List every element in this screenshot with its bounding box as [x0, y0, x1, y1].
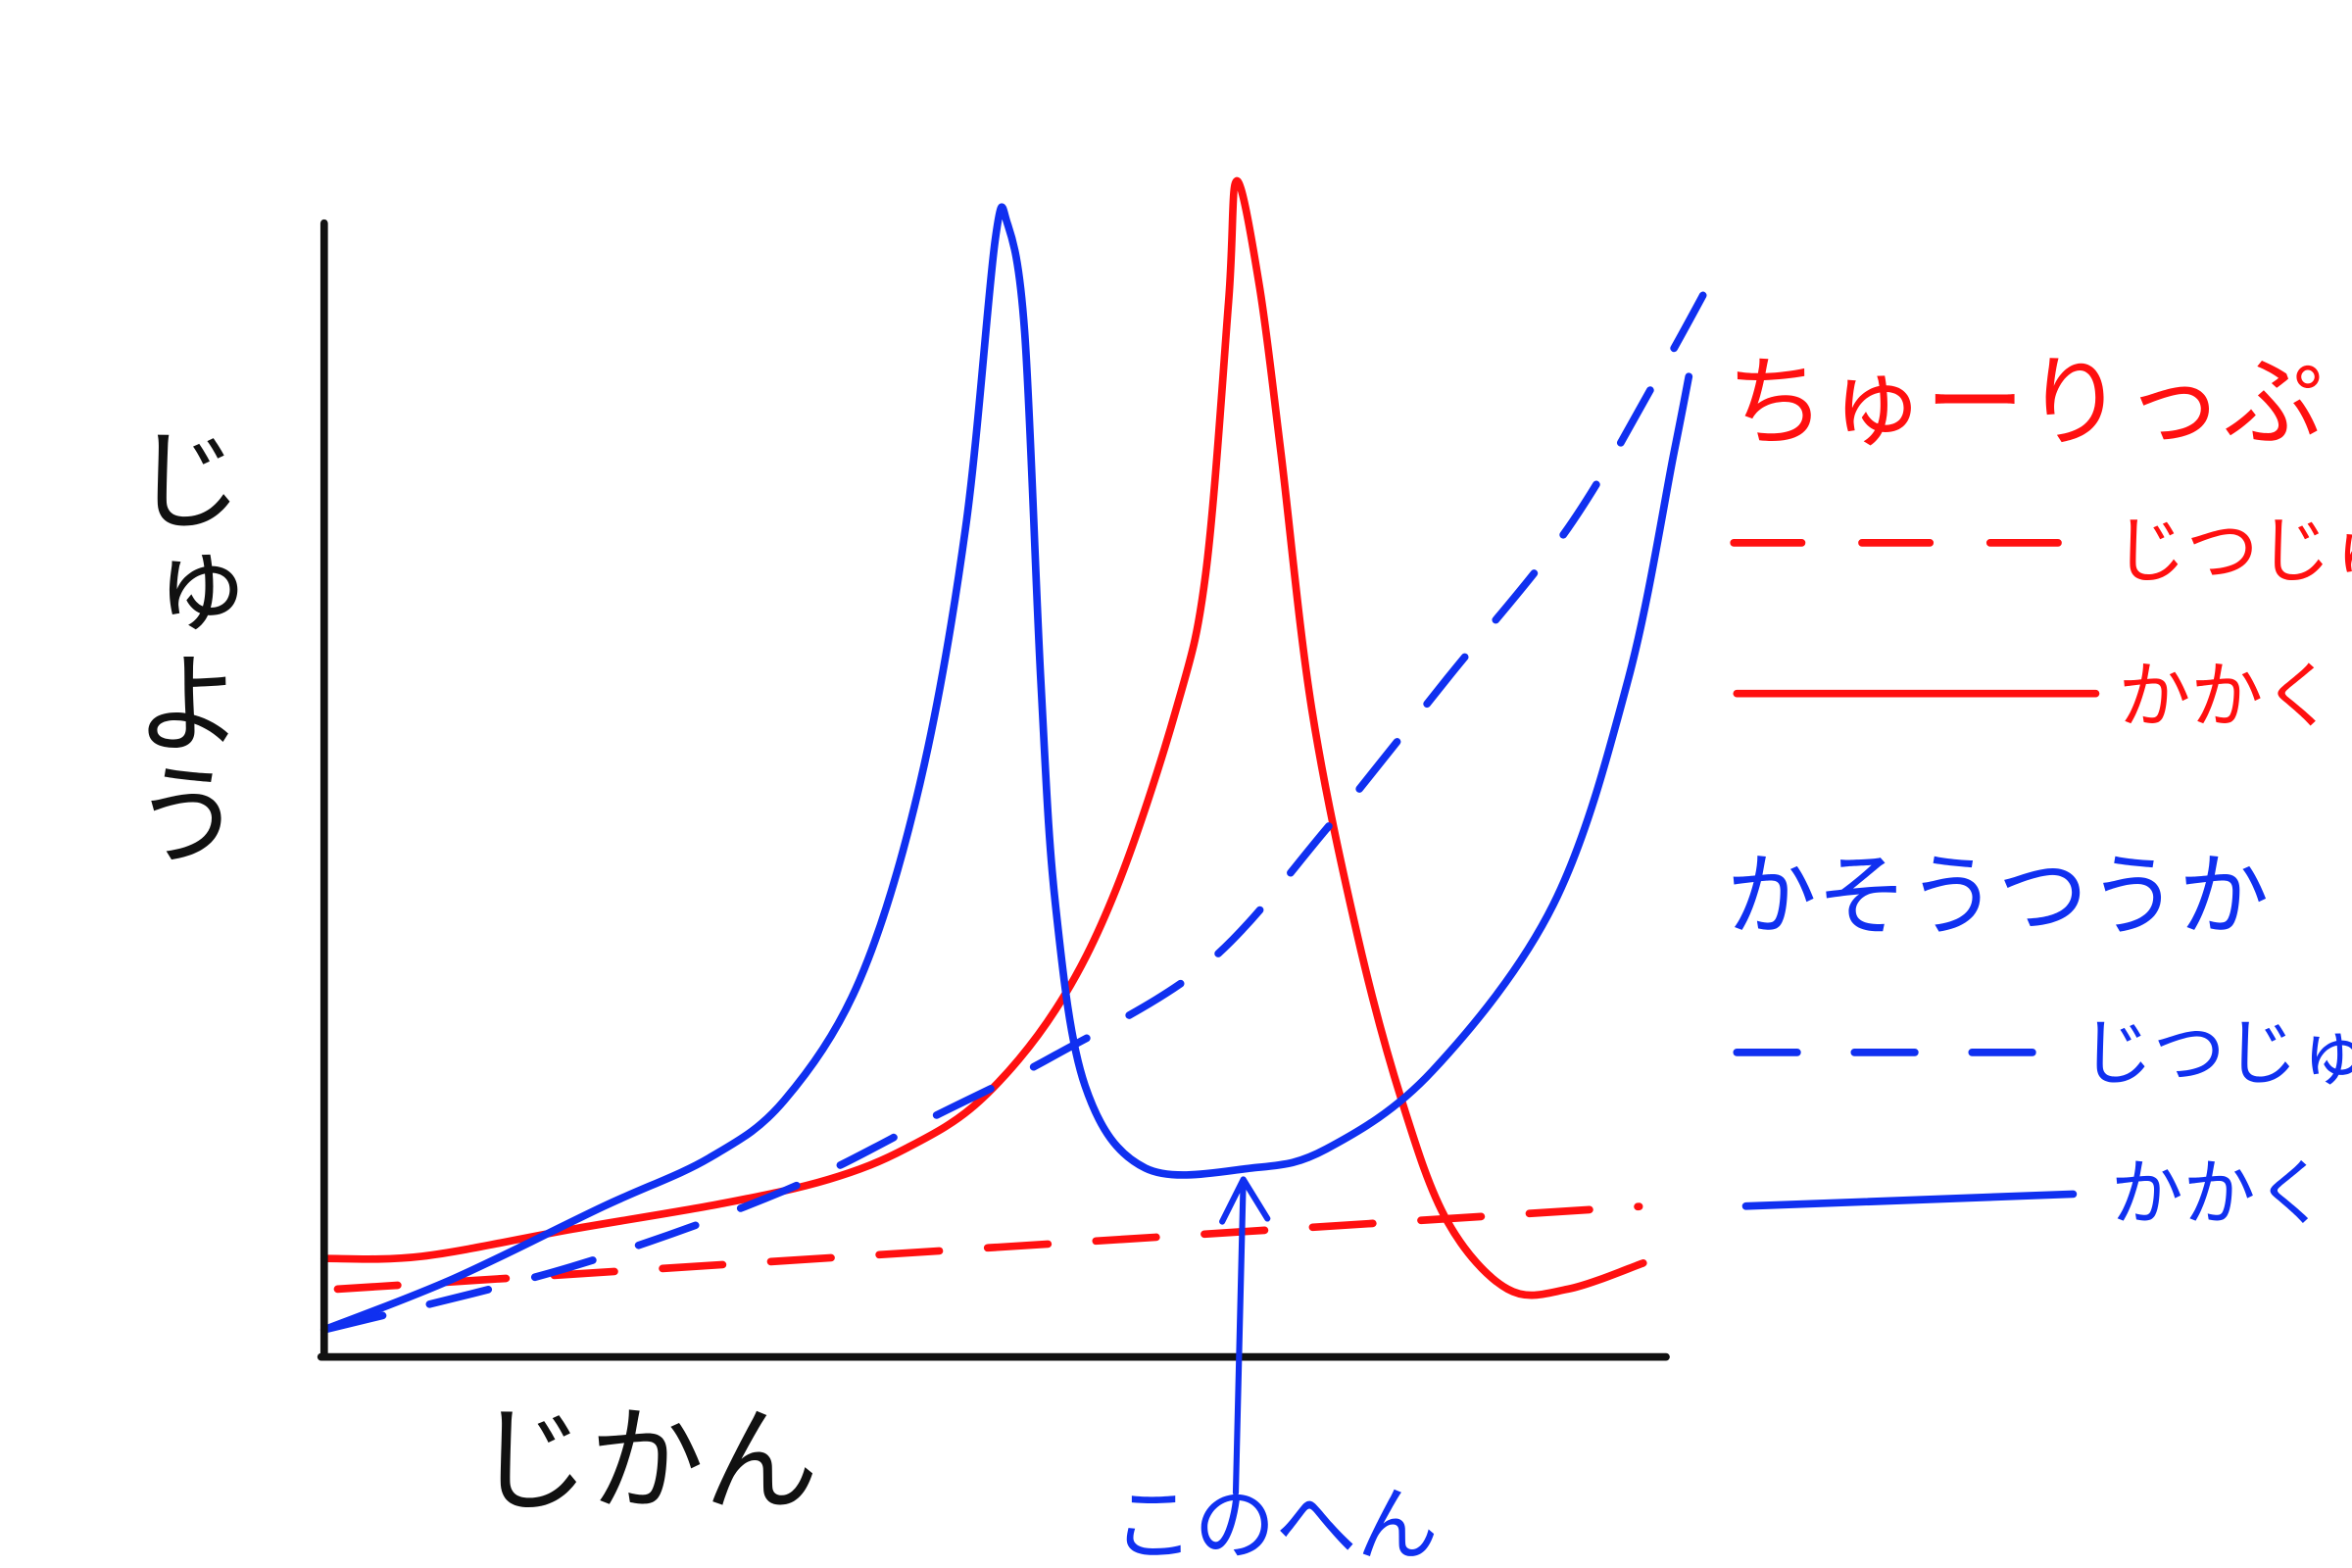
legend-label-tulip-demand: じつじゅ [2114, 510, 2352, 594]
legend-swatch-crypto-price [1741, 1190, 2078, 1210]
legend: ちゅーりっぷ じつじゅ かかく かそうつうか じつじゅ かかく [1727, 345, 2352, 1236]
series-crypto-price [319, 203, 1693, 1334]
annotation: このへん [1112, 1176, 1439, 1568]
legend-group-title-tulip: ちゅーりっぷ [1727, 345, 2324, 461]
legend-label-crypto-demand: じつじゅ [2081, 1011, 2352, 1096]
annotation-arrow [1219, 1176, 1271, 1496]
legend-label-tulip-price: かかく [2119, 654, 2335, 738]
legend-label-crypto-price: かかく [2111, 1152, 2328, 1236]
x-axis-label: じかん [475, 1394, 819, 1528]
annotation-text: このへん [1112, 1478, 1438, 1568]
series-tulip-demand [333, 1202, 1643, 1294]
series-crypto-demand [319, 275, 1716, 1334]
plot-lines [319, 176, 1716, 1334]
y-axis-label: じゅよう [113, 422, 243, 868]
legend-group-title-crypto: かそうつうか [1727, 843, 2270, 949]
